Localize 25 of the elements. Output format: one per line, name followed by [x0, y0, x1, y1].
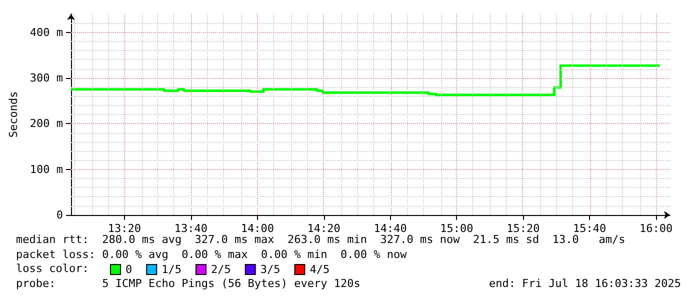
text: end: Fri Jul 18 16:03:33 2025: [488, 277, 682, 290]
y-tick-label: 300 m: [30, 71, 64, 84]
x-tick-label: 14:00: [240, 222, 274, 235]
text: loss color:: [16, 262, 89, 275]
x-tick-label: 13:20: [108, 222, 142, 235]
y-tick-label: 400 m: [30, 26, 64, 39]
legend-label: 0: [126, 263, 132, 276]
y-tick-label: 0: [56, 208, 64, 222]
x-tick-label: 15:00: [440, 222, 474, 235]
y-tick-label: 100 m: [30, 162, 64, 176]
x-tick-label: 16:00: [639, 222, 673, 235]
legend-label: 3/5: [260, 263, 280, 276]
x-tick-label: 14:40: [374, 222, 407, 235]
legend-label: 4/5: [310, 263, 330, 276]
y-axis-title: Seconds: [7, 91, 20, 138]
x-tick-label: 15:20: [506, 222, 540, 235]
x-tick-label: 13:40: [174, 222, 208, 235]
text: median rtt: 280.0 ms avg 327.0 ms max 263.0 ms min 327.0 ms now 21.5 ms sd 13.0 am/s: [16, 233, 626, 246]
text: probe: 5 ICMP Echo Pings (56 Bytes) every 120s: [16, 277, 360, 290]
y-tick-label: 200 m: [30, 117, 64, 130]
text: packet loss: 0.00 % avg 0.00 % max 0.00 % min 0.00 % now: [16, 248, 408, 261]
x-tick-label: 14:20: [307, 222, 340, 235]
legend-label: 1/5: [162, 263, 182, 276]
x-tick-label: 15:40: [573, 222, 606, 235]
legend-label: 2/5: [210, 263, 231, 276]
